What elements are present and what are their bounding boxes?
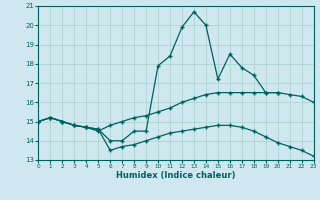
X-axis label: Humidex (Indice chaleur): Humidex (Indice chaleur): [116, 171, 236, 180]
